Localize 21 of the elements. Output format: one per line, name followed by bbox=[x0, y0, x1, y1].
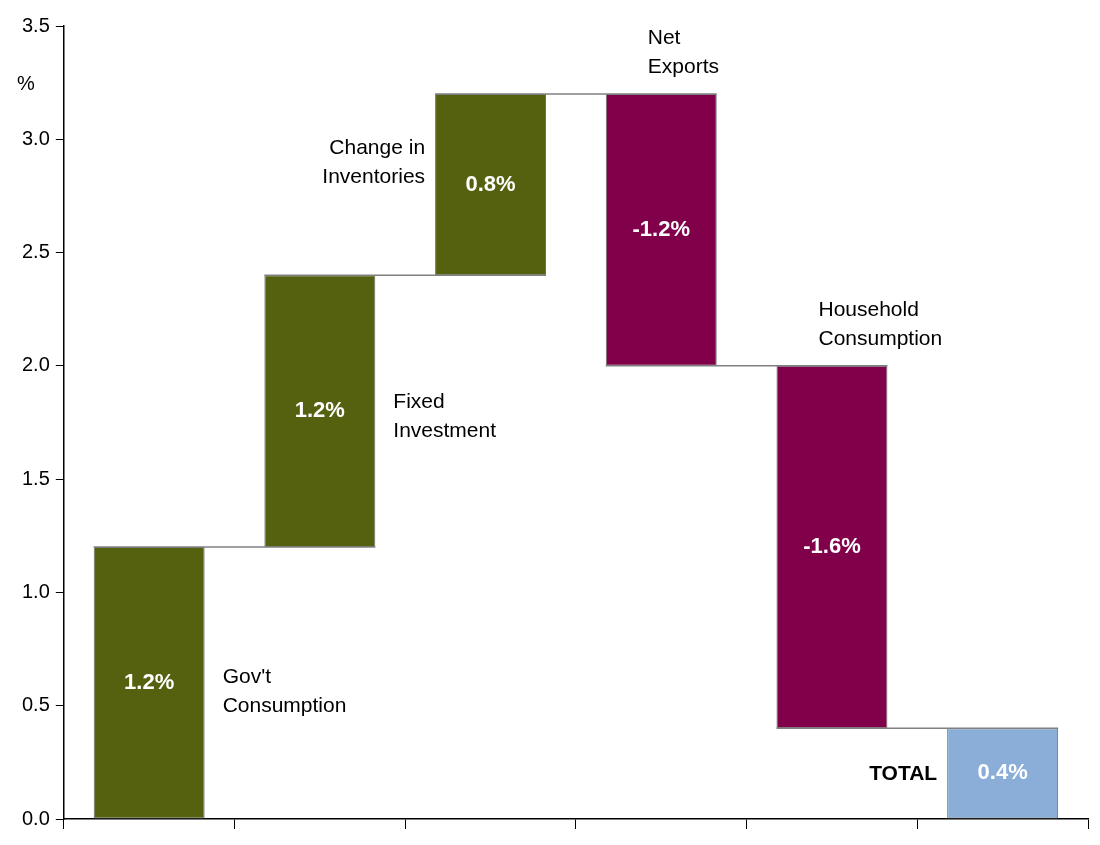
y-tick-label: 0.5 bbox=[21, 693, 50, 716]
annotation: Gov't Consumption bbox=[222, 663, 347, 716]
y-tick-label: 2.5 bbox=[21, 240, 50, 263]
y-tick-label: 3.0 bbox=[21, 126, 50, 149]
y-tick-label: 1.0 bbox=[21, 579, 50, 602]
annotation: TOTAL bbox=[869, 760, 938, 784]
annotation: Net Exports bbox=[647, 25, 719, 78]
data-label: -1.2% bbox=[632, 215, 690, 241]
data-label: 1.2% bbox=[124, 668, 175, 694]
data-label: 0.4% bbox=[977, 759, 1028, 785]
annotation: Fixed Investment bbox=[393, 388, 497, 441]
data-label: 1.2% bbox=[294, 397, 345, 423]
y-tick-label: 3.5 bbox=[21, 13, 50, 36]
y-tick-label: 1.5 bbox=[21, 466, 50, 489]
y-axis-title: % bbox=[16, 71, 35, 94]
y-tick-label: 0.0 bbox=[21, 806, 50, 829]
data-label: 0.8% bbox=[465, 170, 516, 196]
annotation: Change in Inventories bbox=[322, 135, 426, 188]
annotation: Household Consumption bbox=[818, 297, 943, 350]
y-tick-label: 2.0 bbox=[21, 353, 50, 376]
data-label: -1.6% bbox=[803, 533, 861, 559]
